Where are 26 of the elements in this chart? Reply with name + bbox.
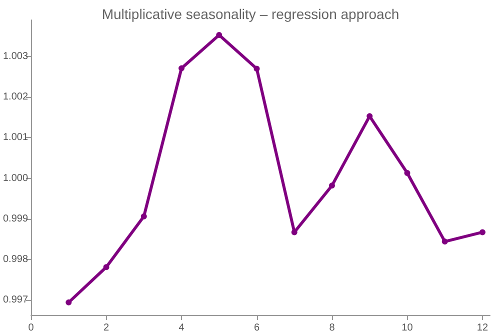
x-tick-label: 8 xyxy=(329,322,336,333)
x-tick-label: 2 xyxy=(103,322,110,333)
point xyxy=(216,32,222,38)
y-tick-label: 1.000 xyxy=(2,172,28,184)
point xyxy=(479,229,486,236)
point xyxy=(329,182,335,189)
point xyxy=(103,264,110,270)
x-tick-label: 6 xyxy=(254,322,260,333)
x-tick-label: 12 xyxy=(476,322,488,333)
point xyxy=(404,170,410,176)
point xyxy=(366,113,373,120)
point xyxy=(178,65,185,72)
y-tick-label: 1.003 xyxy=(2,51,28,62)
point xyxy=(140,213,147,220)
x-tick-label: 4 xyxy=(178,322,185,333)
y-tick-label: 0.997 xyxy=(2,294,28,306)
y-tick-label: 0.999 xyxy=(2,213,28,224)
y-tick-label: 1.001 xyxy=(2,132,28,144)
point xyxy=(442,238,448,245)
point xyxy=(66,299,72,306)
point xyxy=(254,66,260,72)
chart-title: Multiplicative seasonality – regression approach xyxy=(102,6,400,22)
x-tick-label: 0 xyxy=(28,322,34,333)
y-tick-label: 1.002 xyxy=(2,92,28,103)
x-tick-label: 10 xyxy=(402,322,414,333)
y-tick-label: 0.998 xyxy=(2,254,28,265)
